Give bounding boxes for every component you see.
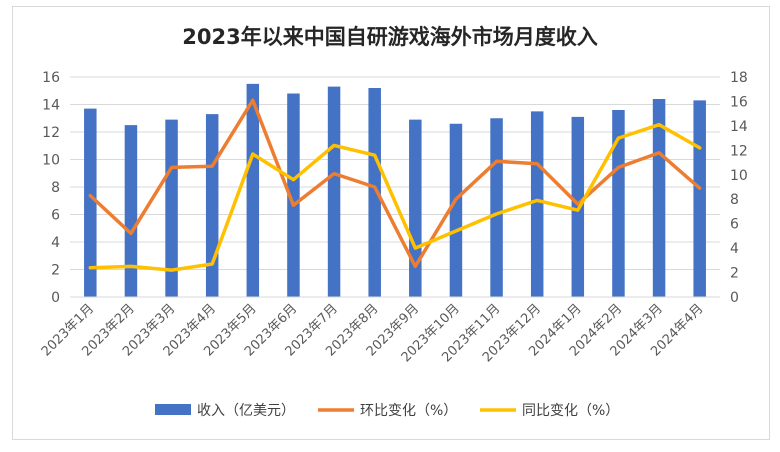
- y-axis-right: 0 2 4 6 8 10 12 14 16 18: [730, 70, 748, 306]
- legend: 收入（亿美元） 环比变化（%） 同比变化（%）: [155, 403, 619, 419]
- legend-label: 环比变化（%）: [360, 403, 457, 419]
- y-right-tick-label: 8: [730, 192, 739, 208]
- mom-change-line: [88, 98, 702, 269]
- legend-label: 收入（亿美元）: [197, 403, 295, 419]
- y-right-tick-label: 2: [730, 266, 739, 282]
- y-left-tick-label: 8: [51, 180, 60, 196]
- bar: [693, 100, 706, 297]
- chart-title: 2023年以来中国自研游戏海外市场月度收入: [182, 25, 597, 49]
- y-axis-left: 0 2 4 6 8 10 12 14 16: [42, 70, 60, 306]
- y-right-tick-label: 18: [730, 70, 748, 86]
- legend-label: 同比变化（%）: [522, 403, 619, 419]
- y-right-tick-label: 16: [730, 94, 748, 110]
- bar: [327, 86, 341, 297]
- y-right-tick-label: 6: [730, 217, 739, 233]
- y-right-tick-label: 14: [730, 119, 748, 135]
- bar: [368, 88, 381, 297]
- bar: [652, 99, 666, 297]
- x-axis: 2023年1月2023年2月2023年3月2023年4月2023年5月2023年…: [39, 296, 720, 365]
- y-left-tick-label: 10: [42, 153, 60, 169]
- bar-series: [84, 83, 706, 297]
- y-left-tick-label: 16: [42, 70, 60, 86]
- bar: [490, 118, 503, 297]
- legend-swatch-revenue: [155, 404, 191, 415]
- bar: [449, 123, 463, 297]
- y-left-tick-label: 12: [42, 125, 60, 141]
- y-right-tick-label: 12: [730, 143, 748, 159]
- y-right-tick-label: 10: [730, 168, 748, 184]
- bar: [165, 119, 178, 297]
- y-left-tick-label: 14: [42, 98, 60, 114]
- y-left-tick-label: 4: [51, 235, 60, 251]
- bar: [124, 125, 138, 297]
- bar: [84, 108, 97, 297]
- bar: [287, 93, 300, 297]
- bar: [530, 111, 544, 297]
- y-right-tick-label: 4: [730, 241, 739, 257]
- bar: [246, 83, 260, 297]
- line-series: [88, 98, 702, 272]
- y-right-tick-label: 0: [730, 290, 739, 306]
- yoy-change-line: [88, 122, 702, 272]
- bar: [205, 114, 219, 297]
- bar: [409, 119, 422, 297]
- y-left-tick-label: 0: [51, 290, 60, 306]
- y-left-tick-label: 2: [51, 263, 60, 279]
- y-left-tick-label: 6: [51, 208, 60, 224]
- bar: [612, 110, 625, 297]
